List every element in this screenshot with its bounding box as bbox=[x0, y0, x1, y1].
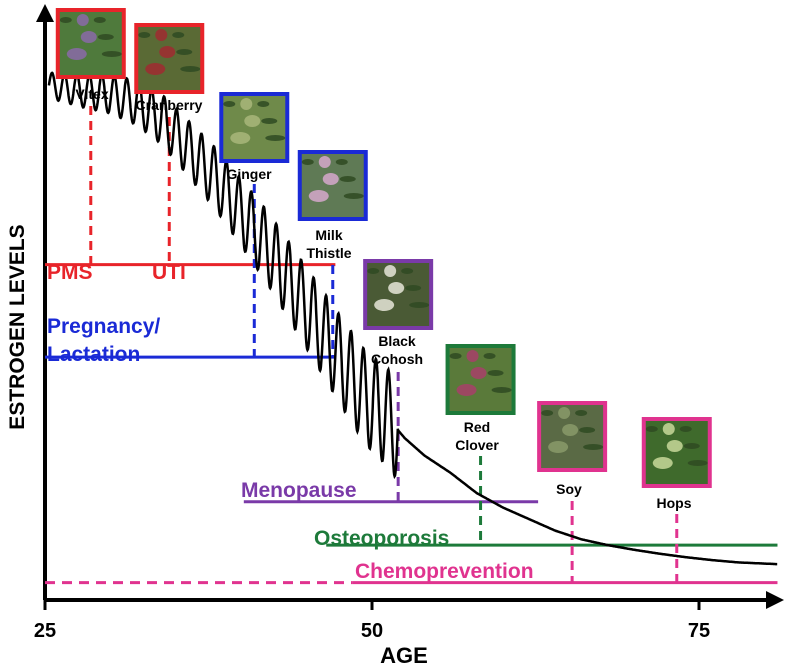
y-axis-arrow-icon bbox=[36, 4, 54, 22]
x-axis-label: AGE bbox=[380, 643, 428, 668]
herb-label-black-cohosh-1: Black bbox=[378, 333, 416, 349]
herb-label-vitex: Vitex bbox=[75, 86, 108, 102]
herb-photo-red bbox=[445, 344, 516, 415]
condition-label-pregnancy-1: Pregnancy/ bbox=[47, 315, 160, 338]
herb-label-black-cohosh-2: Cohosh bbox=[371, 351, 423, 367]
herb-photo-cranberry bbox=[134, 23, 205, 94]
condition-label-pregnancy-2: Lactation bbox=[47, 343, 140, 366]
condition-label-uti: UTI bbox=[152, 261, 186, 284]
condition-label-osteoporosis: Osteoporosis bbox=[314, 527, 449, 550]
estrogen-curve bbox=[47, 71, 778, 566]
herb-photo-ginger bbox=[219, 92, 290, 163]
herb-label-ginger: Ginger bbox=[226, 166, 272, 182]
y-axis-label: ESTROGEN LEVELS bbox=[6, 224, 29, 429]
condition-label-chemoprevention: Chemoprevention bbox=[355, 560, 534, 583]
herb-photo-black bbox=[363, 259, 434, 330]
herb-label-red-clover-1: Red bbox=[464, 419, 490, 435]
herb-thumbnails bbox=[55, 8, 712, 488]
herb-photo-soy bbox=[537, 401, 608, 472]
x-axis-arrow-icon bbox=[766, 591, 784, 609]
herb-label-cranberry: Cranberry bbox=[136, 97, 203, 113]
herb-photo-vitex bbox=[55, 8, 126, 79]
condition-lines bbox=[45, 263, 778, 585]
herb-label-milk-thistle-2: Thistle bbox=[306, 245, 351, 261]
x-tick-label-75: 75 bbox=[688, 620, 710, 642]
herb-photo-hops bbox=[641, 417, 712, 488]
x-tick-label-50: 50 bbox=[361, 620, 383, 642]
herb-photo-milk bbox=[297, 150, 368, 221]
x-tick-label-25: 25 bbox=[34, 620, 56, 642]
condition-label-pms: PMS bbox=[47, 261, 93, 284]
herb-label-soy: Soy bbox=[556, 481, 582, 497]
condition-label-menopause: Menopause bbox=[241, 479, 357, 502]
herb-label-red-clover-2: Clover bbox=[455, 437, 499, 453]
herb-label-milk-thistle-1: Milk bbox=[315, 227, 342, 243]
herb-label-hops: Hops bbox=[657, 495, 692, 511]
